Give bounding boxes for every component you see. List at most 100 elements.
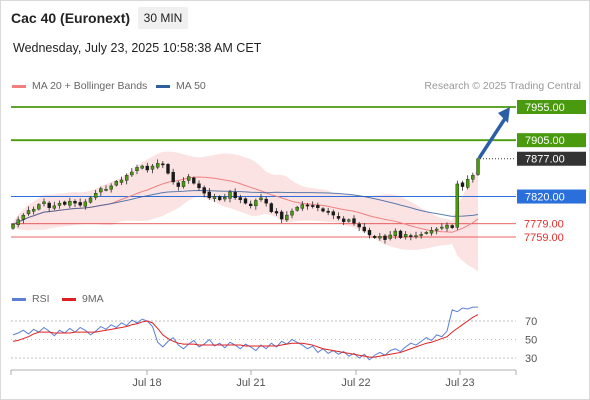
candle-bear-body [362,226,367,232]
candle-bear-body [316,205,320,209]
candle [145,162,150,173]
candle-bull-body [104,189,108,191]
candle-bull-body [378,236,382,239]
candle-bull-body [429,230,434,234]
candle [197,180,201,191]
candle [114,179,119,187]
candle-bear-body [207,191,212,199]
candle-bear-body [171,171,175,183]
legend-ma20: MA 20 + Bollinger Bands [12,80,147,92]
candle-bull-body [31,208,36,212]
candle [264,196,268,207]
ma50-legend-label: MA 50 [176,80,206,92]
candle-bull-body [285,214,289,221]
candle [135,164,139,175]
ma50-swatch [156,84,170,88]
candle-bull-body [109,185,113,190]
candle [440,223,444,231]
candle-bull-body [37,204,41,210]
candle-bull-body [259,197,263,200]
candle-bull-body [83,201,88,207]
candle [305,202,310,210]
candle [176,180,181,191]
resistance-label: 7955.00 [525,102,565,114]
candle [192,176,196,185]
candle-bull-body [424,232,429,234]
candle [254,198,258,210]
candle [52,201,57,211]
candle [16,216,20,228]
candle-bull-body [181,181,186,187]
candle-bull-body [68,200,72,206]
x-tick-label: Jul 21 [236,377,265,389]
candle-bull-body [290,210,294,216]
candle-bull-body [471,175,475,180]
candle-bull-body [455,183,460,228]
candle-bear-body [305,204,310,207]
resistance-tag [517,100,586,114]
candle-bull-body [295,206,299,211]
candle-bear-body [321,208,325,212]
candle [326,207,330,216]
candle-bear-body [409,235,413,237]
candle-bull-body [186,176,191,181]
candle-bear-body [243,198,248,204]
candle-bear-body [78,202,82,206]
rsi-line [12,306,478,361]
candle-bull-body [347,219,351,222]
candle [285,211,289,222]
rsi-tick-label: 30 [525,353,537,365]
candle [166,162,170,175]
candle-bull-body [99,188,103,193]
candle [109,183,113,193]
instrument-title: Cac 40 (Euronext) [11,10,131,26]
candle [409,233,413,241]
candle [357,221,361,232]
candle [429,227,434,236]
legend-rsi: RSI [12,293,50,305]
support-label: 7759.00 [524,232,564,244]
candle [300,201,305,211]
timestamp-label: Wednesday, July 23, 2025 10:58:38 AM CET [13,41,262,55]
candle [290,208,294,219]
candle-bear-body [202,187,206,194]
candle [434,227,439,235]
candle [476,157,480,176]
candle [450,224,454,230]
candle [57,200,62,209]
candle-bear-body [264,198,268,204]
candle [321,207,325,213]
candle [455,180,460,230]
candle [378,233,382,241]
candle-bear-body [279,211,284,220]
candle [393,228,398,240]
timeframe-badge[interactable]: 30 MIN [138,7,188,29]
candle-bear-body [310,205,315,207]
price-levels [11,106,516,238]
candle [316,202,320,212]
candle-bear-body [336,216,341,219]
candle [228,189,232,203]
candle-bull-body [114,181,119,186]
candle-bull-body [212,196,217,199]
candle [150,164,155,174]
candle-bear-body [176,182,181,187]
last-price-tag [517,151,586,166]
ma20-legend-label: MA 20 + Bollinger Bands [32,80,148,92]
candle [352,215,356,226]
moving-averages [12,176,479,233]
candle-bull-body [254,200,258,207]
candle-bull-body [440,226,444,229]
candle-bear-body [73,200,77,204]
ma9-legend-label: 9MA [82,293,104,305]
candle [26,206,31,216]
candle [119,176,124,186]
candle-bear-body [269,203,274,212]
candle-bull-body [11,224,15,229]
rsi-legend-label: RSI [32,293,50,305]
candle-bear-body [166,164,170,174]
candle [248,200,253,209]
candle-bear-body [398,230,403,238]
legend-9ma: 9MA [62,293,104,305]
